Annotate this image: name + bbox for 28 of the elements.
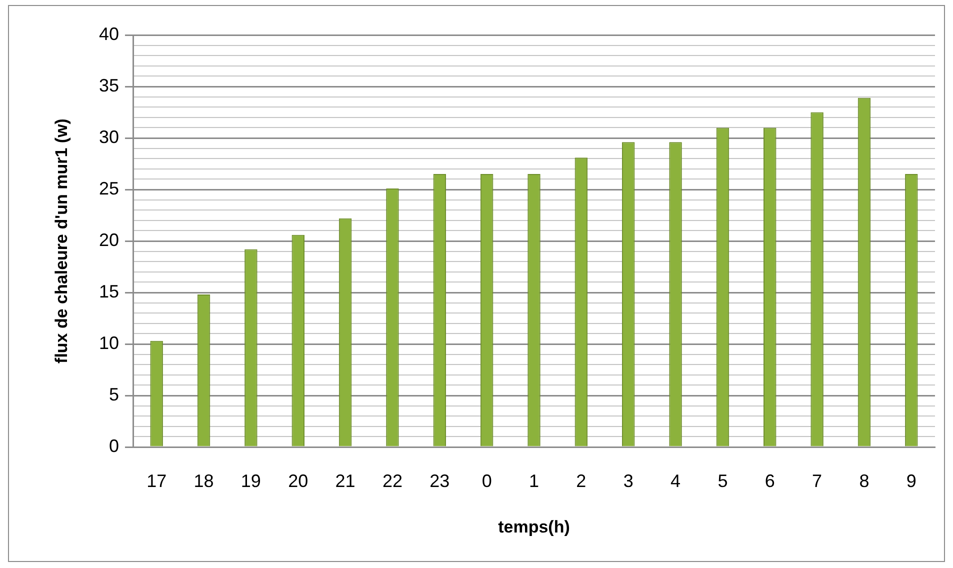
- x-tick-label: 2: [576, 470, 586, 491]
- y-tick-label: 20: [98, 230, 119, 250]
- x-tick-label: 22: [382, 470, 402, 491]
- x-axis-title: temps(h): [498, 517, 570, 536]
- x-tick-label: 1: [528, 470, 540, 491]
- y-tick-label: 35: [98, 75, 119, 96]
- x-tick-label: 7: [812, 470, 822, 491]
- y-tick-label: 10: [98, 332, 119, 353]
- x-tick-label: 17: [146, 470, 167, 491]
- y-tick-label: 30: [98, 126, 119, 147]
- x-tick-label: 18: [194, 470, 214, 491]
- x-tick-label: 9: [906, 470, 916, 491]
- y-axis-title: flux de chaleure d'un mur1 (w): [52, 118, 71, 364]
- y-tick-label: 15: [98, 281, 119, 302]
- y-tick-label: 25: [98, 178, 119, 198]
- y-tick-label: 5: [108, 384, 119, 404]
- y-tick-label: 0: [108, 436, 119, 456]
- x-tick-label: 0: [482, 470, 492, 491]
- x-tick-label: 6: [764, 470, 775, 491]
- x-tick-label: 19: [240, 470, 261, 491]
- x-tick-label: 8: [859, 470, 870, 491]
- x-tick-label: 4: [670, 470, 681, 491]
- y-tick-label: 40: [98, 24, 119, 44]
- x-tick-label: 3: [623, 470, 634, 491]
- x-tick-label: 21: [335, 470, 356, 491]
- x-tick-label: 5: [718, 470, 728, 491]
- x-tick-label: 23: [430, 470, 450, 491]
- x-tick-label: 20: [288, 470, 308, 491]
